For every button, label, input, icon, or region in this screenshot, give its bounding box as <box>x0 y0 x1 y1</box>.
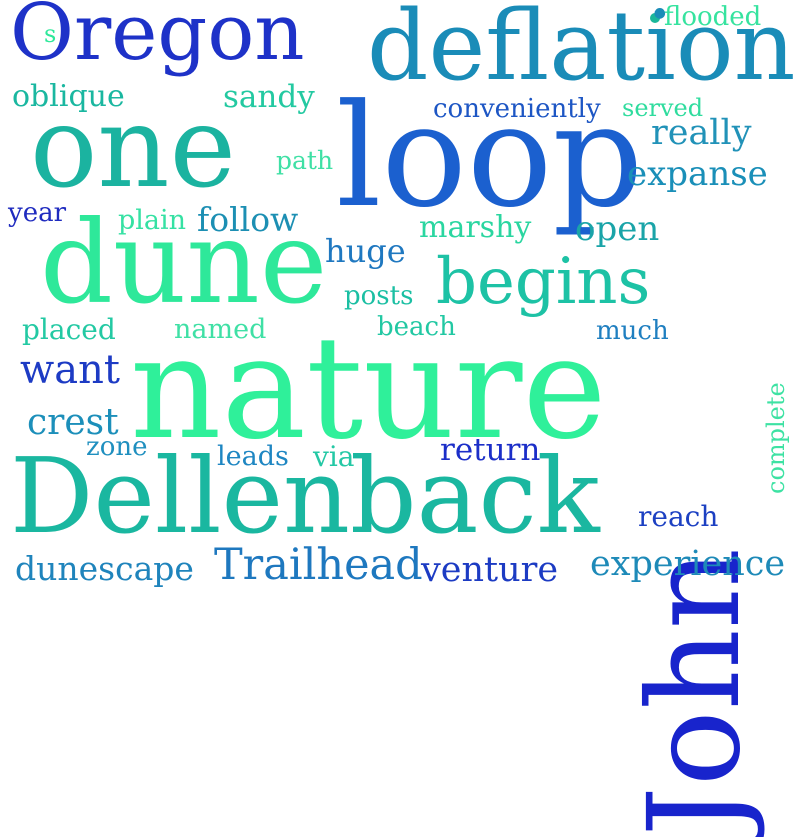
word-trailhead: Trailhead <box>214 540 423 590</box>
word-plain: plain <box>118 205 187 236</box>
word-return: return <box>440 432 541 468</box>
word-follow: follow <box>197 200 299 239</box>
word-flooded: flooded <box>664 2 762 32</box>
word-crest: crest <box>27 402 119 443</box>
word-named: named <box>174 314 267 345</box>
word-dellenback: Dellenback <box>10 435 600 557</box>
word-placed: placed <box>22 313 116 346</box>
word-zone: zone <box>86 432 148 462</box>
word-s: s <box>44 20 57 48</box>
word-path: path <box>276 146 334 175</box>
word-dunescape: dunescape <box>15 549 194 588</box>
word-leads: leads <box>217 441 289 472</box>
word-cloud: Oregon s deflation flooded oblique sandy… <box>8 0 796 837</box>
word-oblique: oblique <box>12 79 125 114</box>
word-posts: posts <box>344 281 414 311</box>
word-loop: loop <box>336 74 644 239</box>
word-nature: nature <box>130 306 607 471</box>
word-want: want <box>20 347 120 393</box>
word-deflation: deflation <box>367 0 796 102</box>
word-begins: begins <box>436 245 651 319</box>
word-reach: reach <box>638 500 719 533</box>
word-dune: dune <box>40 196 328 329</box>
word-oregon: Oregon <box>10 0 305 78</box>
word-conveniently: conveniently <box>433 94 601 124</box>
word-complete: complete <box>762 382 790 494</box>
word-open: open <box>575 209 660 249</box>
word-john: John <box>621 548 768 837</box>
word-really: really <box>651 113 752 153</box>
word-one: one <box>30 83 236 213</box>
word-experience: experience <box>590 544 786 584</box>
word-marshy: marshy <box>419 210 532 245</box>
word-venture: venture <box>421 550 559 590</box>
word-much: much <box>596 316 669 346</box>
word-huge: huge <box>325 232 406 270</box>
word-year: year <box>8 198 67 228</box>
word-sandy: sandy <box>223 79 315 115</box>
word-beach: beach <box>377 312 456 342</box>
dot-shape <box>650 13 660 23</box>
word-served: served <box>622 94 704 122</box>
word-expanse: expanse <box>627 154 768 194</box>
word-via: via <box>313 440 355 473</box>
